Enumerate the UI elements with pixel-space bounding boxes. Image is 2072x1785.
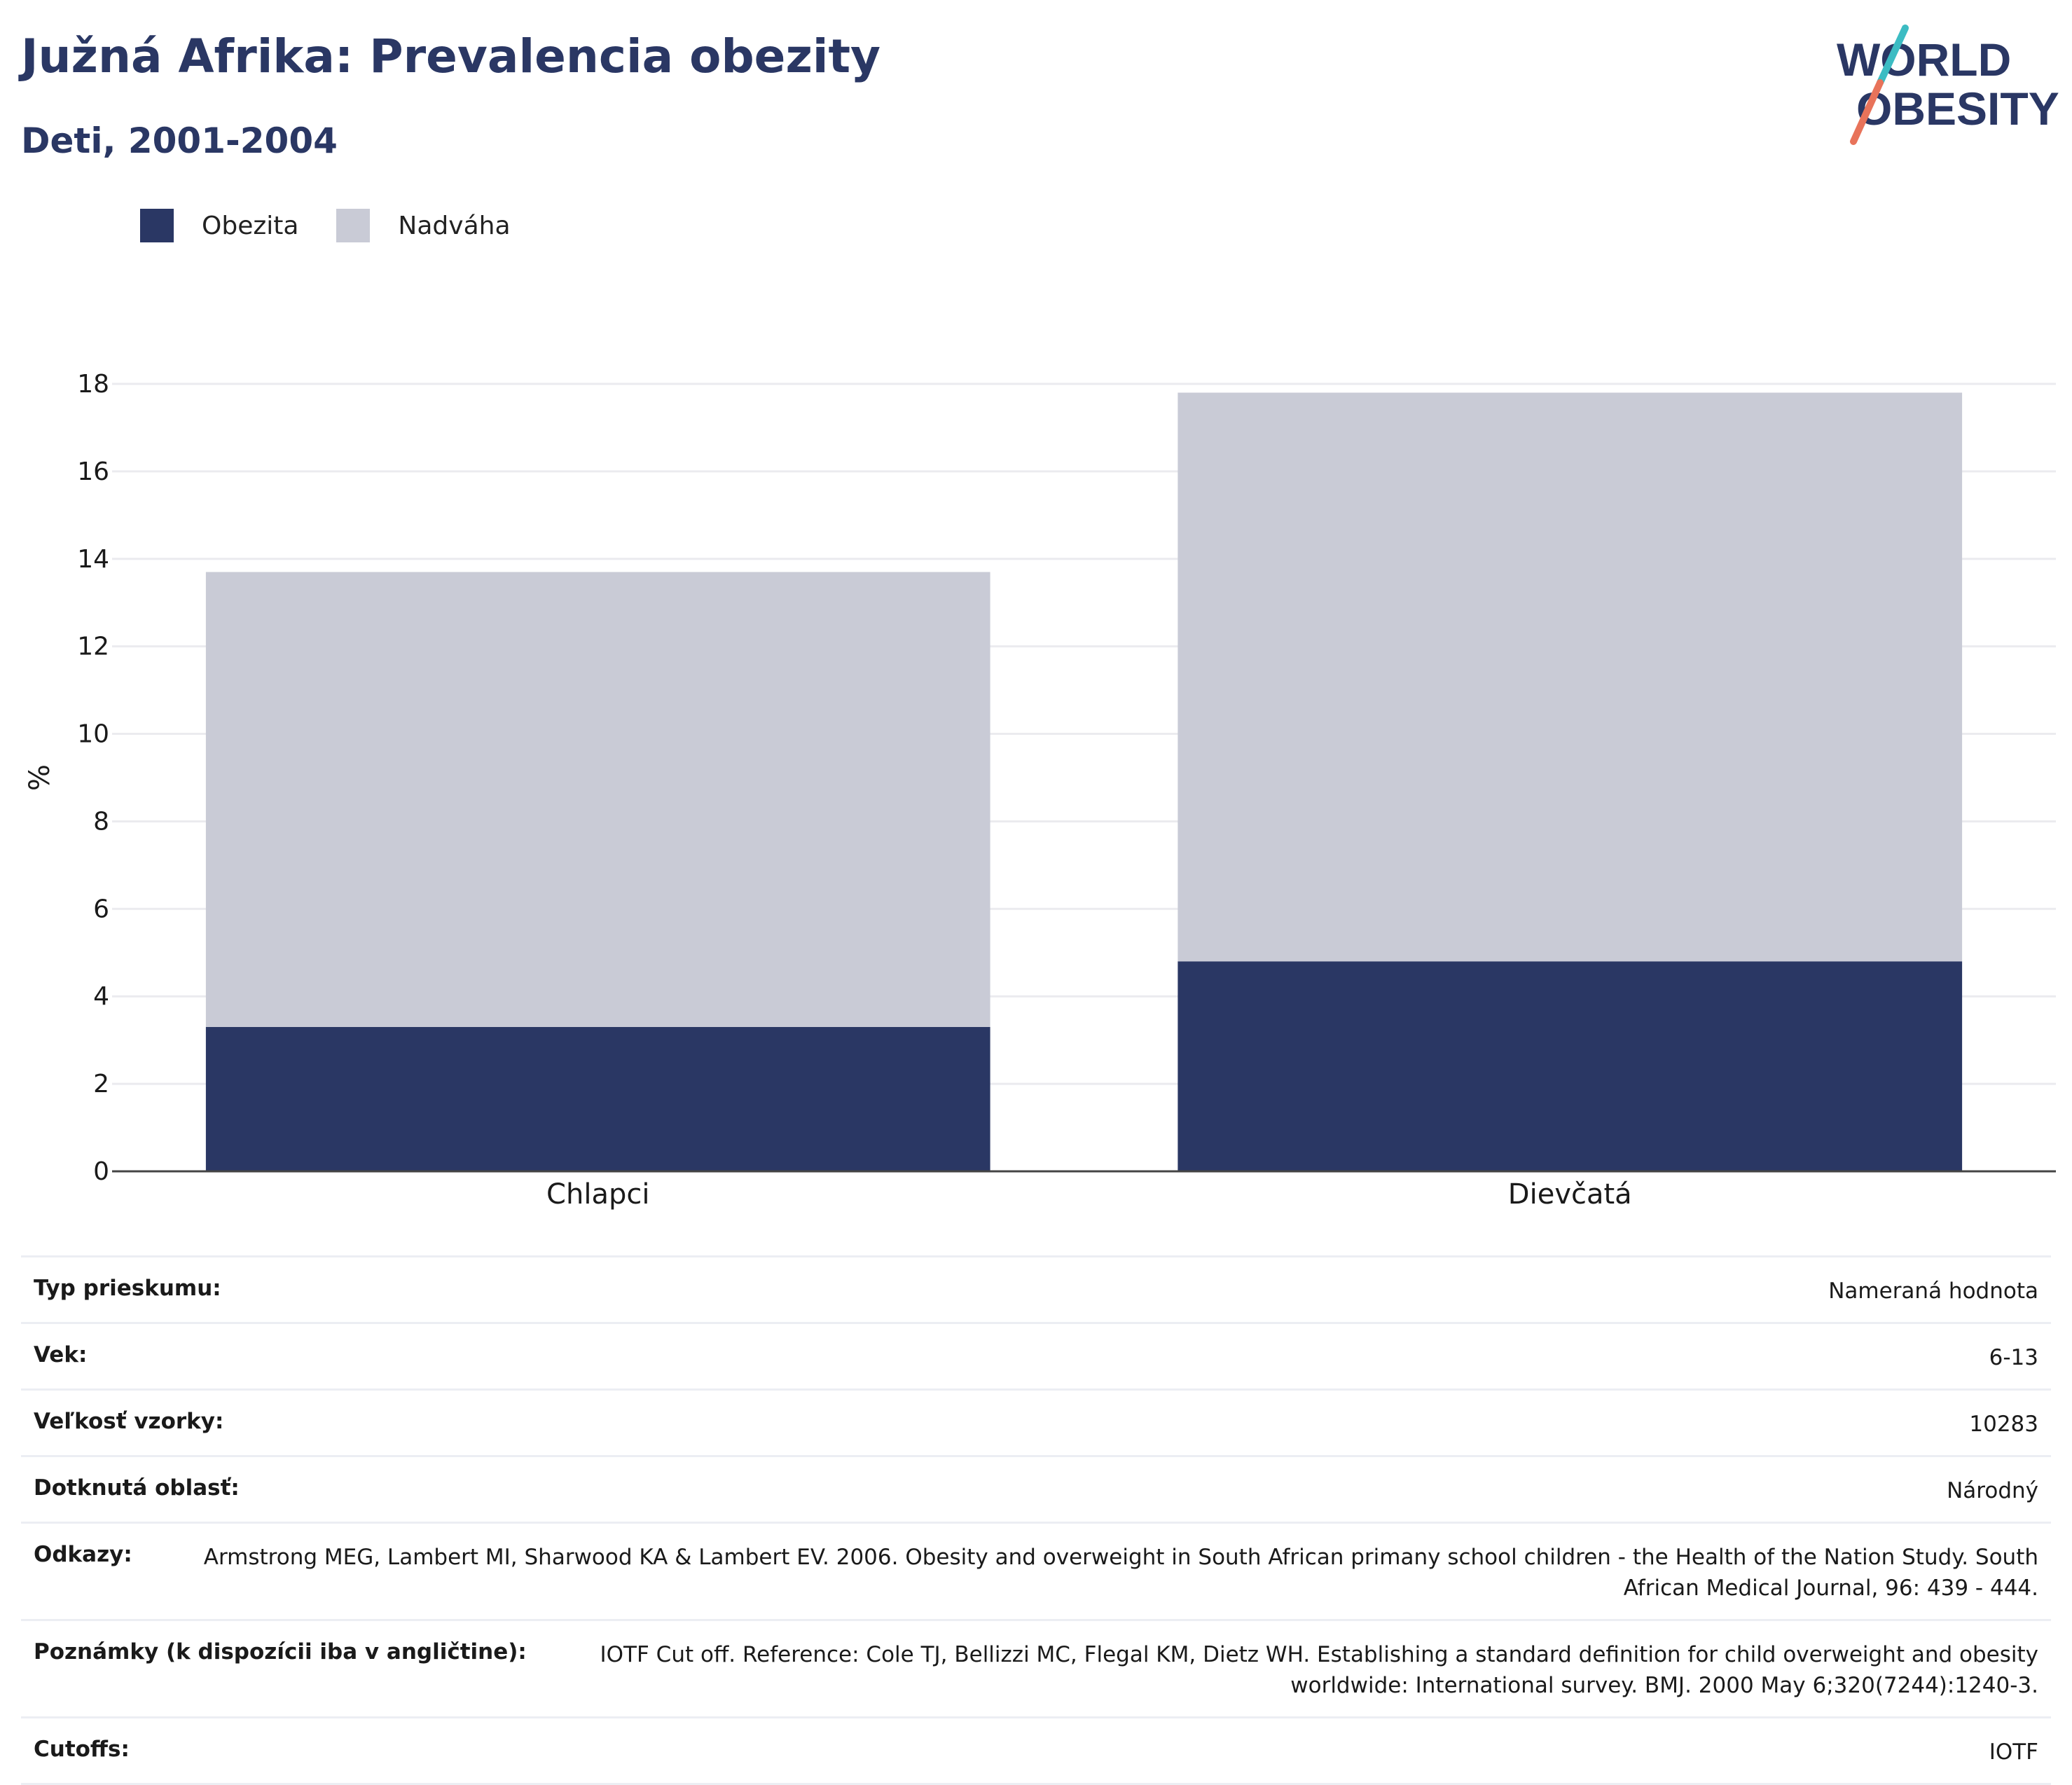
chart-title: Južná Afrika: Prevalencia obezity [21,29,881,83]
info-label: Typ prieskumu: [34,1276,221,1301]
stacked-bar-chart: 0 2 4 6 8 10 12 14 16 18% Chlapci Dievčatá [24,370,2056,1211]
legend-item-obezita[interactable]: Obezita [140,209,298,242]
legend: Obezita Nadváha [140,209,548,242]
chart-subtitle: Deti, 2001-2004 [21,120,338,161]
info-label: Odkazy: [34,1542,132,1568]
y-tick-label: 10 [77,720,109,749]
bar-nadvaha-1 [205,572,990,1027]
info-value: Armstrong MEG, Lambert MI, Sharwood KA &… [203,1545,2038,1601]
x-tick-label: Chlapci [546,1178,649,1211]
bar-nadvaha-2 [1177,392,1963,962]
world-obesity-logo: WORLD OBESITY [1837,25,2059,145]
info-label: Vek: [34,1342,88,1368]
info-value: Národný [1947,1478,2038,1504]
logo-line1: WORLD [1837,34,2011,85]
y-tick-label: 16 [77,457,109,486]
x-tick-label: Dievčatá [1508,1178,1632,1211]
logo-slash-top [1877,25,1909,86]
info-row: Odkazy: Armstrong MEG, Lambert MI, Sharwo… [21,1522,2051,1619]
info-label: Poznámky (k dispozícii iba v angličtine)… [34,1639,527,1665]
info-label: Veľkosť vzorky: [34,1409,224,1435]
legend-item-nadvaha[interactable]: Nadváha [336,209,511,242]
info-value: 6-13 [1989,1345,2038,1371]
y-tick-label: 8 [93,807,109,836]
legend-swatch-obezita [140,209,174,242]
logo-slash-bottom [1850,79,1884,145]
info-label: Dotknutá oblasť: [34,1475,240,1501]
info-row: Vek: 6-13 [21,1322,2051,1388]
info-value: IOTF [1989,1739,2038,1765]
info-row: Veľkosť vzorky: 10283 [21,1388,2051,1455]
y-tick-label: 4 [93,982,109,1011]
y-tick-label: 12 [77,633,109,661]
bar-obezita-2 [1177,961,1963,1171]
info-value: 10283 [1969,1412,2038,1438]
y-axis-label: % [24,764,56,791]
legend-label-nadvaha: Nadváha [398,211,511,240]
logo-line2: OBESITY [1856,83,2059,135]
y-tick-label: 14 [77,545,109,574]
legend-swatch-nadvaha [336,209,371,242]
info-value: IOTF Cut off. Reference: Cole TJ, Belliz… [600,1642,2038,1699]
info-row: Dotknutá oblasť: Národný [21,1455,2051,1522]
info-row: Poznámky (k dispozícii iba v angličtine)… [21,1619,2051,1716]
info-row: Typ prieskumu: Nameraná hodnota [21,1255,2051,1322]
info-value: Nameraná hodnota [1828,1279,2038,1304]
info-row: Cutoffs: IOTF [21,1716,2051,1785]
bar-obezita-1 [205,1026,990,1171]
y-tick-label: 2 [93,1070,109,1098]
y-tick-label: 6 [93,895,109,923]
info-label: Cutoffs: [34,1737,130,1763]
survey-info-table: Typ prieskumu: Nameraná hodnota Vek: 6-13 Ve… [21,1255,2051,1785]
y-tick-label: 18 [77,370,109,399]
y-tick-label: 0 [93,1157,109,1186]
legend-label-obezita: Obezita [202,211,299,240]
